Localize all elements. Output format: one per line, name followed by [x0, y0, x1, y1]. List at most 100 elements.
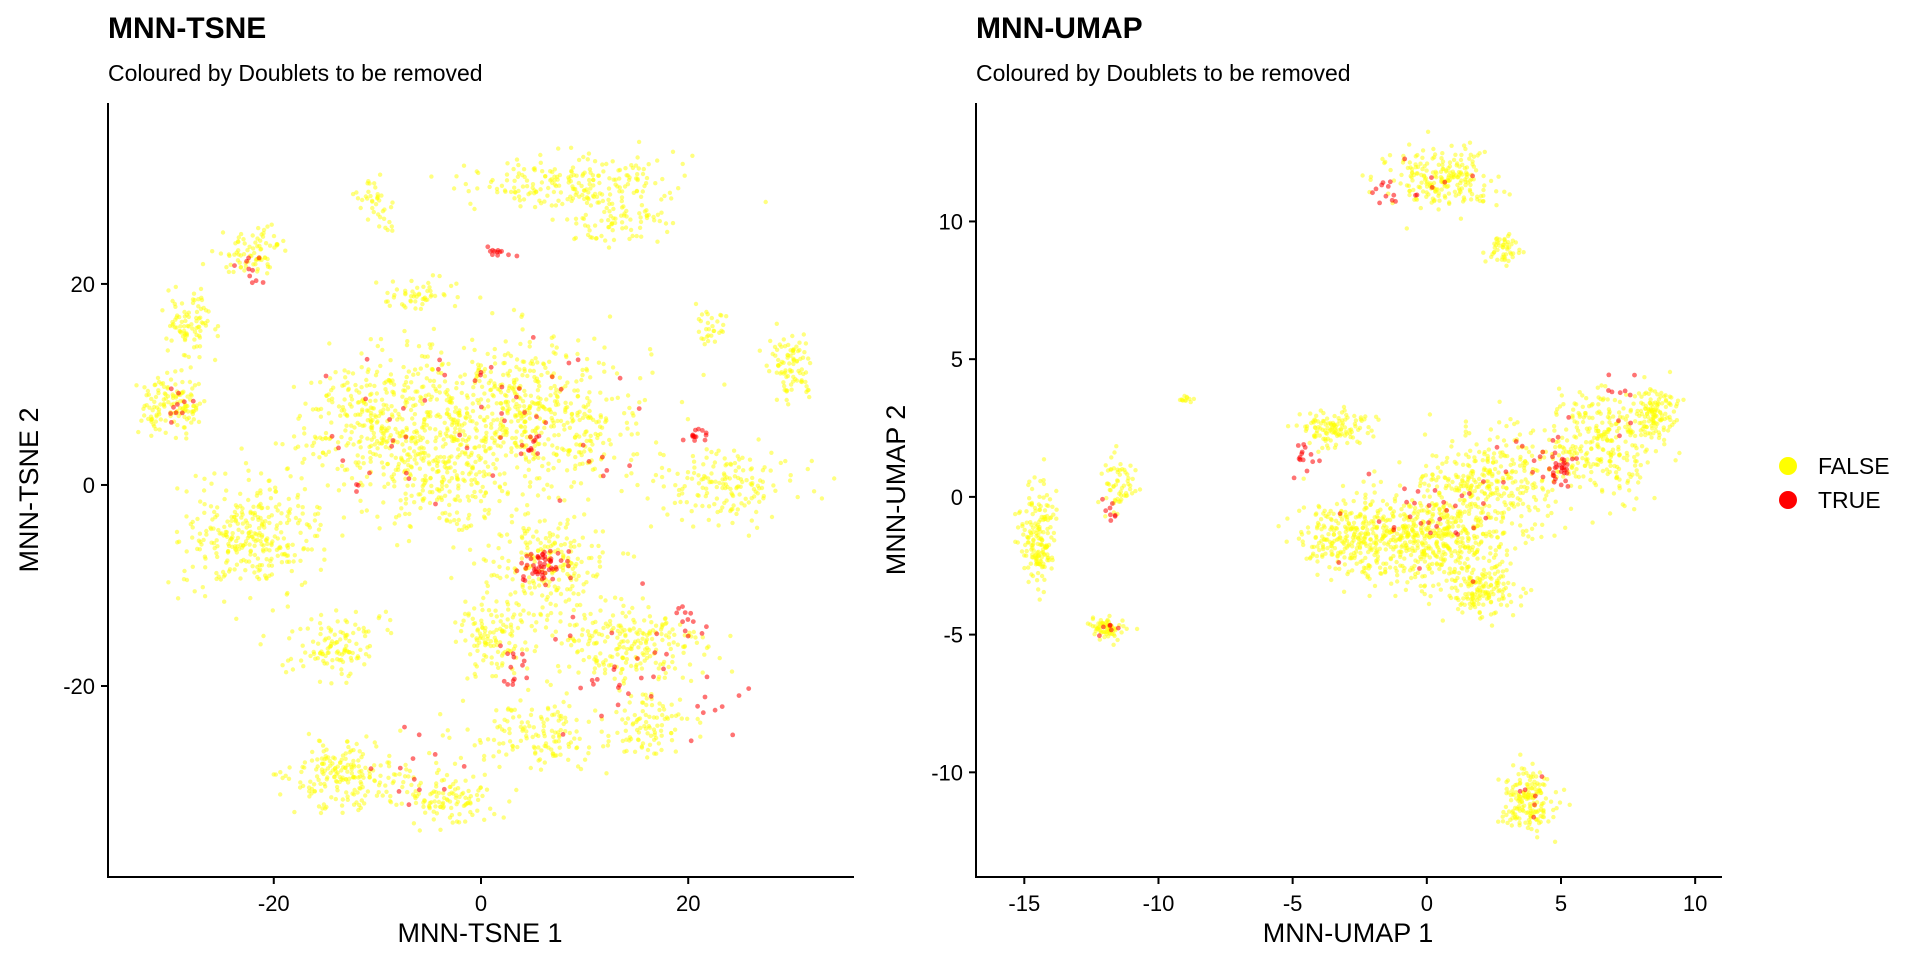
umap-point-false	[1552, 533, 1557, 538]
umap-point-false	[1437, 527, 1442, 533]
tsne-point-false	[412, 412, 418, 417]
tsne-point-false	[425, 439, 430, 445]
tsne-point-false	[532, 585, 537, 590]
tsne-point-false	[696, 329, 702, 334]
tsne-point-false	[786, 402, 791, 407]
tsne-point-true	[433, 501, 438, 507]
tsne-point-false	[519, 550, 524, 555]
tsne-point-true	[685, 633, 691, 639]
tsne-point-false	[784, 374, 789, 380]
tsne-point-false	[494, 661, 500, 667]
tsne-point-false	[802, 350, 807, 355]
tsne-point-false	[267, 548, 272, 553]
tsne-point-false	[747, 457, 753, 462]
tsne-point-false	[773, 488, 778, 493]
tsne-point-false	[658, 627, 664, 632]
tsne-point-false	[252, 531, 257, 536]
tsne-point-false	[518, 341, 523, 347]
tsne-point-false	[473, 674, 478, 679]
tsne-point-false	[619, 198, 624, 204]
tsne-point-false	[195, 516, 200, 522]
tsne-point-false	[401, 448, 407, 453]
tsne-point-false	[801, 371, 806, 377]
tsne-point-false	[668, 730, 674, 736]
tsne-point-false	[248, 529, 253, 534]
tsne-point-false	[277, 502, 282, 507]
tsne-point-false	[693, 503, 698, 508]
tsne-point-false	[374, 793, 380, 798]
tsne-point-true	[514, 394, 519, 400]
tsne-point-false	[284, 592, 289, 597]
tsne-point-false	[604, 161, 609, 167]
umap-point-false	[1327, 565, 1332, 570]
tsne-point-false	[768, 468, 773, 473]
tsne-point-true	[542, 570, 548, 576]
umap-point-false	[1363, 531, 1368, 537]
umap-point-false	[1371, 531, 1376, 536]
tsne-point-false	[550, 180, 555, 186]
umap-point-false	[1474, 485, 1479, 490]
tsne-point-false	[253, 539, 258, 544]
tsne-point-false	[621, 645, 626, 650]
tsne-point-false	[417, 466, 423, 471]
tsne-point-false	[274, 526, 279, 531]
tsne-point-false	[372, 181, 377, 186]
umap-point-false	[1301, 476, 1306, 481]
tsne-point-false	[454, 380, 459, 386]
tsne-point-false	[672, 632, 677, 637]
tsne-point-false	[527, 339, 532, 345]
tsne-point-true	[555, 550, 561, 556]
tsne-point-false	[615, 652, 620, 657]
tsne-point-false	[521, 197, 527, 202]
tsne-point-false	[302, 456, 307, 462]
tsne-point-false	[512, 196, 517, 201]
tsne-point-true	[651, 674, 656, 680]
tsne-point-false	[388, 617, 393, 623]
tsne-point-false	[354, 388, 359, 393]
tsne-point-false	[447, 479, 452, 484]
tsne-point-false	[326, 398, 332, 403]
tsne-point-false	[673, 483, 678, 488]
tsne-point-false	[757, 499, 762, 504]
tsne-point-false	[291, 434, 297, 439]
tsne-point-false	[224, 265, 229, 270]
tsne-point-false	[400, 784, 405, 790]
tsne-point-false	[198, 306, 204, 312]
tsne-point-false	[201, 488, 207, 493]
umap-point-false	[1444, 531, 1449, 536]
umap-point-false	[1487, 532, 1492, 537]
tsne-point-false	[441, 437, 446, 442]
tsne-point-false	[489, 612, 494, 618]
tsne-point-false	[402, 328, 407, 334]
tsne-point-false	[400, 429, 405, 434]
tsne-point-false	[362, 662, 367, 667]
tsne-point-false	[664, 620, 669, 625]
tsne-point-false	[596, 200, 602, 205]
tsne-point-false	[348, 436, 353, 441]
tsne-point-false	[317, 679, 323, 684]
tsne-point-false	[504, 532, 510, 537]
umap-point-false	[1313, 534, 1319, 540]
tsne-point-true	[410, 756, 416, 761]
tsne-point-false	[591, 641, 597, 646]
tsne-point-false	[641, 166, 646, 172]
tsne-point-false	[509, 520, 515, 525]
tsne-point-false	[709, 333, 714, 338]
tsne-point-false	[504, 624, 509, 629]
tsne-point-false	[429, 292, 434, 298]
tsne-point-false	[347, 776, 352, 781]
tsne-point-false	[447, 815, 453, 820]
tsne-point-false	[566, 180, 571, 185]
tsne-point-false	[281, 238, 286, 244]
umap-point-false	[1524, 488, 1529, 494]
tsne-point-false	[787, 361, 792, 366]
tsne-point-false	[477, 444, 482, 449]
tsne-point-false	[392, 521, 397, 526]
umap-point-false	[1549, 510, 1554, 516]
tsne-point-false	[715, 509, 720, 515]
tsne-point-false	[576, 450, 582, 455]
tsne-point-false	[372, 383, 377, 389]
tsne-point-false	[489, 655, 494, 660]
tsne-y-tick-label: 20	[71, 272, 95, 297]
umap-point-false	[1354, 490, 1360, 496]
